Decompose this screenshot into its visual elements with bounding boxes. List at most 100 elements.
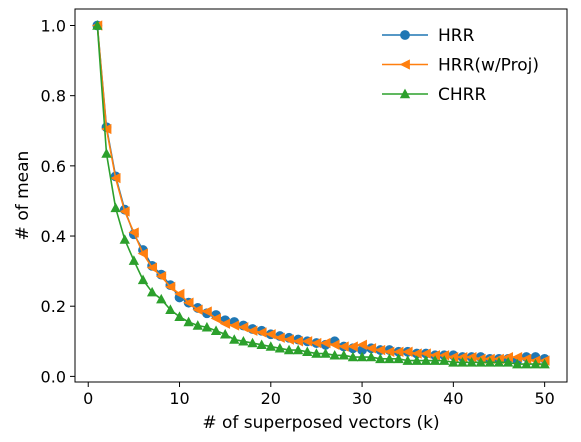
data-point — [247, 325, 258, 336]
x-tick-label: 10 — [169, 389, 189, 408]
data-point — [201, 306, 212, 317]
data-point — [311, 348, 322, 358]
data-point — [274, 342, 286, 353]
data-point — [174, 288, 185, 300]
data-point — [128, 227, 139, 238]
data-point — [256, 339, 267, 350]
data-point — [210, 325, 222, 335]
data-point — [411, 355, 423, 365]
data-point — [338, 349, 349, 360]
data-point — [356, 339, 367, 350]
data-point — [347, 341, 358, 352]
y-tick-label: 0.6 — [41, 157, 66, 176]
data-point — [293, 344, 304, 355]
data-point — [283, 334, 294, 345]
data-point — [137, 274, 149, 285]
x-tick-label: 40 — [443, 389, 463, 408]
data-point — [365, 343, 377, 354]
data-point — [366, 351, 377, 362]
plot-area-frame — [74, 8, 568, 383]
data-point — [466, 357, 477, 367]
data-point — [539, 358, 550, 369]
data-point — [228, 320, 240, 331]
data-point — [137, 248, 148, 259]
data-point — [165, 304, 176, 314]
y-tick-label: 0.2 — [41, 297, 66, 316]
y-tick-label: 0.8 — [41, 87, 66, 106]
legend-label: HRR — [438, 26, 475, 46]
y-axis-label: # of mean — [13, 151, 33, 241]
x-axis: 0 10 20 30 40 50 — [83, 382, 555, 408]
data-point — [146, 286, 158, 297]
data-point — [128, 255, 140, 265]
data-point — [402, 346, 413, 357]
data-point — [384, 353, 395, 364]
data-point — [192, 320, 203, 330]
data-point — [347, 351, 359, 362]
data-point — [329, 339, 340, 350]
data-point — [512, 358, 523, 369]
data-point — [320, 348, 331, 358]
legend-marker — [400, 30, 410, 40]
data-point — [265, 341, 276, 351]
data-point — [530, 358, 541, 369]
data-point — [146, 262, 158, 273]
data-point — [110, 172, 121, 184]
data-point — [475, 357, 486, 367]
data-point — [210, 313, 221, 324]
data-point — [192, 304, 203, 315]
data-point — [521, 358, 532, 369]
x-axis-label: # of superposed vectors (k) — [202, 413, 439, 433]
data-point — [174, 311, 185, 321]
x-tick-label: 0 — [83, 389, 93, 408]
y-tick-label: 1.0 — [41, 16, 66, 35]
y-axis: 0.0 0.2 0.4 0.6 0.8 1.0 — [41, 16, 75, 386]
legend-item: HRR — [382, 26, 475, 46]
data-point — [429, 355, 441, 365]
data-point — [402, 355, 413, 365]
data-point — [101, 148, 112, 158]
data-point — [374, 344, 386, 356]
data-point — [356, 351, 368, 362]
data-point — [119, 206, 130, 217]
data-point — [183, 316, 194, 327]
legend-item: CHRR — [382, 85, 486, 105]
series-line — [96, 25, 545, 362]
series-layer — [91, 20, 550, 369]
legend-marker — [399, 88, 411, 99]
series-line — [96, 25, 545, 362]
data-point — [119, 234, 130, 244]
data-point — [92, 20, 103, 30]
data-point — [375, 353, 386, 364]
data-point — [302, 346, 313, 357]
data-point — [219, 318, 231, 329]
data-point — [219, 328, 231, 339]
data-point — [155, 271, 167, 282]
data-point — [420, 355, 432, 365]
data-point — [329, 349, 340, 360]
x-tick-label: 20 — [261, 389, 281, 408]
data-point — [301, 336, 313, 347]
data-point — [448, 357, 459, 367]
y-tick-label: 0.0 — [41, 367, 66, 386]
data-point — [238, 322, 249, 333]
data-point — [156, 293, 167, 304]
data-point — [247, 337, 258, 348]
data-point — [238, 335, 249, 346]
series-chrr — [92, 20, 550, 369]
legend-label: CHRR — [438, 85, 486, 105]
data-point — [110, 202, 121, 213]
x-tick-label: 30 — [352, 389, 372, 408]
data-point — [320, 337, 331, 349]
data-point — [183, 297, 194, 308]
data-point — [265, 329, 276, 340]
data-point — [229, 334, 240, 344]
data-point — [484, 357, 496, 367]
x-tick-label: 50 — [534, 389, 554, 408]
legend: HRR HRR(w/Proj) CHRR — [382, 26, 539, 105]
data-point — [393, 353, 404, 364]
data-point — [283, 344, 295, 355]
series-line — [96, 25, 545, 365]
data-point — [201, 321, 213, 332]
